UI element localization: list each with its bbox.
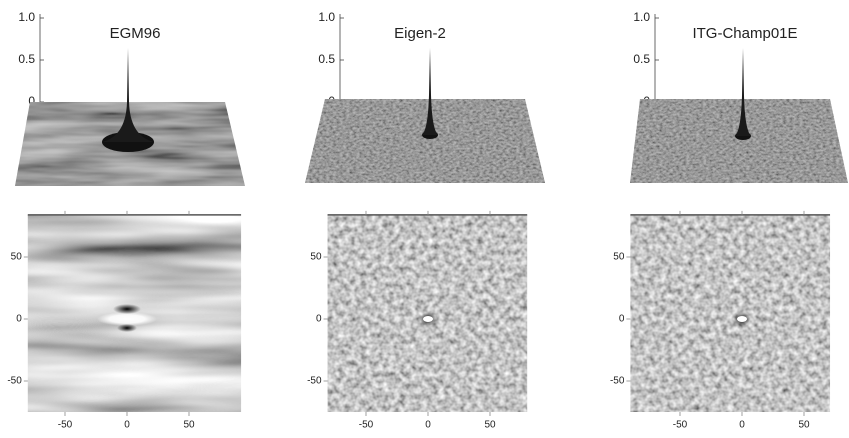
anomaly-bright bbox=[97, 312, 157, 326]
panel-title: EGM96 bbox=[110, 25, 161, 42]
y-tick-label: 0 bbox=[316, 314, 322, 325]
y-tick-label: -50 bbox=[307, 376, 322, 387]
z-tick-label: 0.5 bbox=[633, 52, 650, 66]
y-tick-label: 0 bbox=[619, 314, 625, 325]
figure: EGM96 0 0.5 1.0 -50 0 50 -50 0 50 Eigen-2 0 0.5 1.0 -5… bbox=[0, 0, 849, 438]
z-tick-label: 0.5 bbox=[18, 52, 35, 66]
image-texture bbox=[630, 215, 830, 412]
z-tick-label: 1.0 bbox=[18, 10, 35, 24]
anomaly-dark bbox=[113, 304, 141, 314]
z-tick-label: 0.5 bbox=[318, 52, 335, 66]
image bbox=[328, 215, 528, 412]
panel-title: Eigen-2 bbox=[394, 25, 446, 42]
x-tick-label: -50 bbox=[359, 420, 374, 431]
anomaly-bright bbox=[423, 316, 433, 322]
anomaly-dark bbox=[117, 324, 137, 332]
z-tick-label: 1.0 bbox=[318, 10, 335, 24]
x-tick-label: 0 bbox=[124, 420, 130, 431]
y-tick-label: 0 bbox=[16, 314, 22, 325]
x-tick-label: -50 bbox=[58, 420, 73, 431]
image bbox=[630, 215, 830, 412]
y-tick-label: 50 bbox=[613, 252, 625, 263]
y-tick-label: -50 bbox=[610, 376, 625, 387]
x-tick-label: 50 bbox=[484, 420, 496, 431]
x-tick-label: 0 bbox=[739, 420, 745, 431]
y-tick-label: 50 bbox=[310, 252, 322, 263]
y-tick-label: 50 bbox=[11, 252, 23, 263]
x-tick-label: -50 bbox=[673, 420, 688, 431]
x-tick-label: 50 bbox=[183, 420, 195, 431]
panel-title: ITG-Champ01E bbox=[692, 25, 797, 42]
x-tick-label: 0 bbox=[425, 420, 431, 431]
image bbox=[28, 215, 241, 412]
y-tick-label: -50 bbox=[7, 376, 22, 387]
anomaly-bright bbox=[737, 316, 747, 322]
z-tick-label: 1.0 bbox=[633, 10, 650, 24]
x-tick-label: 50 bbox=[798, 420, 810, 431]
